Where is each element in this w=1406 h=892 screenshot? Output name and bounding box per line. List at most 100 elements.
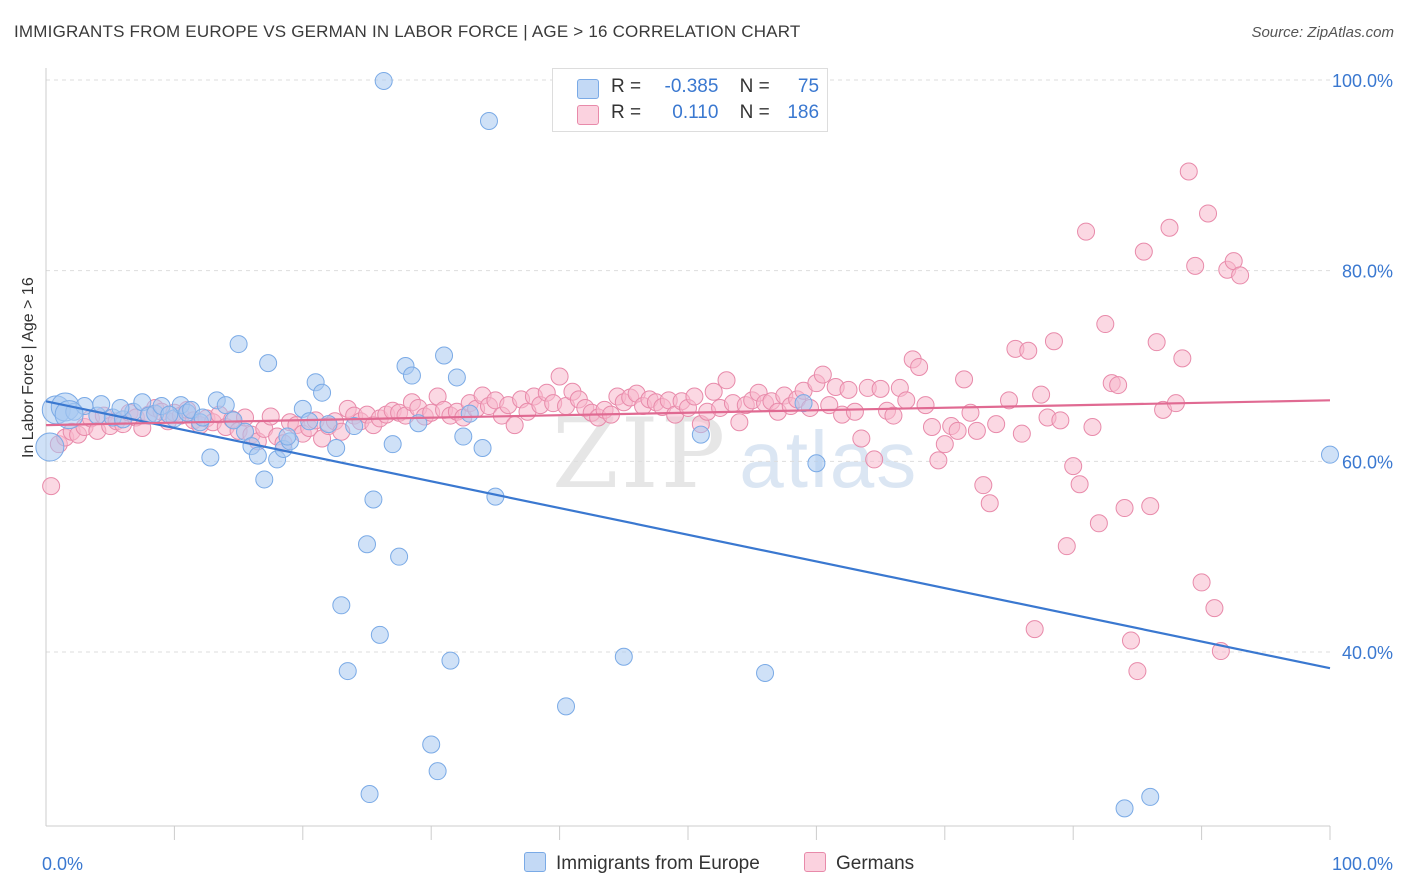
data-point-germans [42,477,61,496]
legend-r-value: -0.385 [664,76,719,97]
data-point-germans [1025,620,1044,639]
data-point-europe [479,111,498,130]
data-point-germans [987,415,1006,434]
data-point-germans [1019,341,1038,360]
y-tick-label: 100.0% [1332,71,1393,91]
data-point-europe [1115,799,1134,818]
data-point-germans [1032,385,1051,404]
data-point-europe [756,663,775,682]
data-point-germans [974,476,993,495]
legend-n-label: N = [739,76,770,97]
data-point-europe [332,596,351,615]
data-point-germans [1141,497,1160,516]
data-point-germans [897,391,916,410]
bottom-legend-label-europe: Immigrants from Europe [556,853,760,874]
data-point-germans [261,407,280,426]
legend-r-label: R = [611,102,642,123]
bottom-legend-swatch-germans [804,852,826,872]
data-point-europe [338,662,357,681]
data-point-europe [35,432,65,462]
data-point-europe [794,394,813,413]
data-point-germans [1186,256,1205,275]
data-point-europe [402,366,421,385]
data-point-germans [1064,457,1083,476]
data-point-germans [1077,222,1096,241]
bottom-legend-germans: Germans [804,852,914,875]
trend-line-europe [45,400,1331,670]
data-point-europe [422,735,441,754]
data-point-europe [345,417,364,436]
data-point-germans [961,403,980,422]
data-point-germans [1051,411,1070,430]
data-point-europe [111,398,130,417]
data-point-germans [1057,537,1076,556]
y-tick-label: 40.0% [1342,643,1393,663]
data-point-europe [255,470,274,489]
legend-n-value: 75 [797,76,820,97]
legend-text-europe: R = -0.385 N = 75 [611,76,819,98]
legend-r-label: R = [611,76,642,97]
data-point-germans [1128,662,1147,681]
legend-swatch-europe [577,79,599,99]
data-point-germans [1160,218,1179,237]
data-point-europe [473,438,492,457]
bottom-legend-label-germans: Germans [836,853,915,874]
data-point-germans [948,421,967,440]
chart-title: IMMIGRANTS FROM EUROPE VS GERMAN IN LABO… [14,22,801,41]
bottom-legend-europe: Immigrants from Europe [524,852,760,875]
data-point-europe [370,625,389,644]
data-point-germans [1115,499,1134,518]
data-point-europe [614,647,633,666]
data-point-europe [364,490,383,509]
data-point-europe [428,762,447,781]
data-point-germans [910,357,929,376]
data-point-europe [435,346,454,365]
data-point-germans [845,402,864,421]
data-point-europe [557,697,576,716]
data-point-germans [1179,162,1198,181]
data-point-germans [1134,242,1153,261]
data-point-europe [441,651,460,670]
legend-r-value: 0.110 [672,102,719,123]
y-tick-label: 80.0% [1342,262,1393,282]
data-point-germans [550,367,569,386]
y-tick-label: 60.0% [1342,452,1393,472]
data-point-europe [229,335,248,354]
data-point-germans [916,396,935,415]
data-point-europe [383,435,402,454]
data-point-germans [1044,332,1063,351]
legend-n-label: N = [739,102,770,123]
data-point-europe [201,448,220,467]
data-point-germans [1083,418,1102,437]
data-point-germans [1089,514,1108,533]
data-point-germans [1173,349,1192,368]
data-point-germans [1231,266,1250,285]
data-point-europe [1321,445,1339,464]
data-point-europe [360,785,379,804]
trend-line-germans [45,399,1331,427]
data-point-europe [447,368,466,387]
data-point-germans [1012,424,1031,443]
data-point-europe [92,395,111,414]
data-point-germans [955,370,974,389]
chart-source: Source: ZipAtlas.com [1251,24,1394,41]
data-point-germans [730,413,749,432]
x-tick-label-max: 100.0% [1332,854,1393,874]
legend-n-value: 186 [787,102,820,123]
data-point-germans [865,450,884,469]
data-point-europe [319,415,338,434]
x-tick-label-min: 0.0% [42,854,83,874]
watermark-atlas: atlas [739,415,919,504]
data-point-europe [807,454,826,473]
data-point-europe [454,427,473,446]
data-point-europe [358,535,376,554]
legend-text-germans: R = 0.110 N = 186 [611,102,819,124]
data-point-europe [216,396,235,415]
data-point-germans [871,379,890,398]
data-point-germans [704,382,723,401]
data-point-europe [248,446,267,465]
data-point-europe [193,408,212,427]
data-point-europe [259,354,278,373]
data-point-europe [300,412,319,431]
